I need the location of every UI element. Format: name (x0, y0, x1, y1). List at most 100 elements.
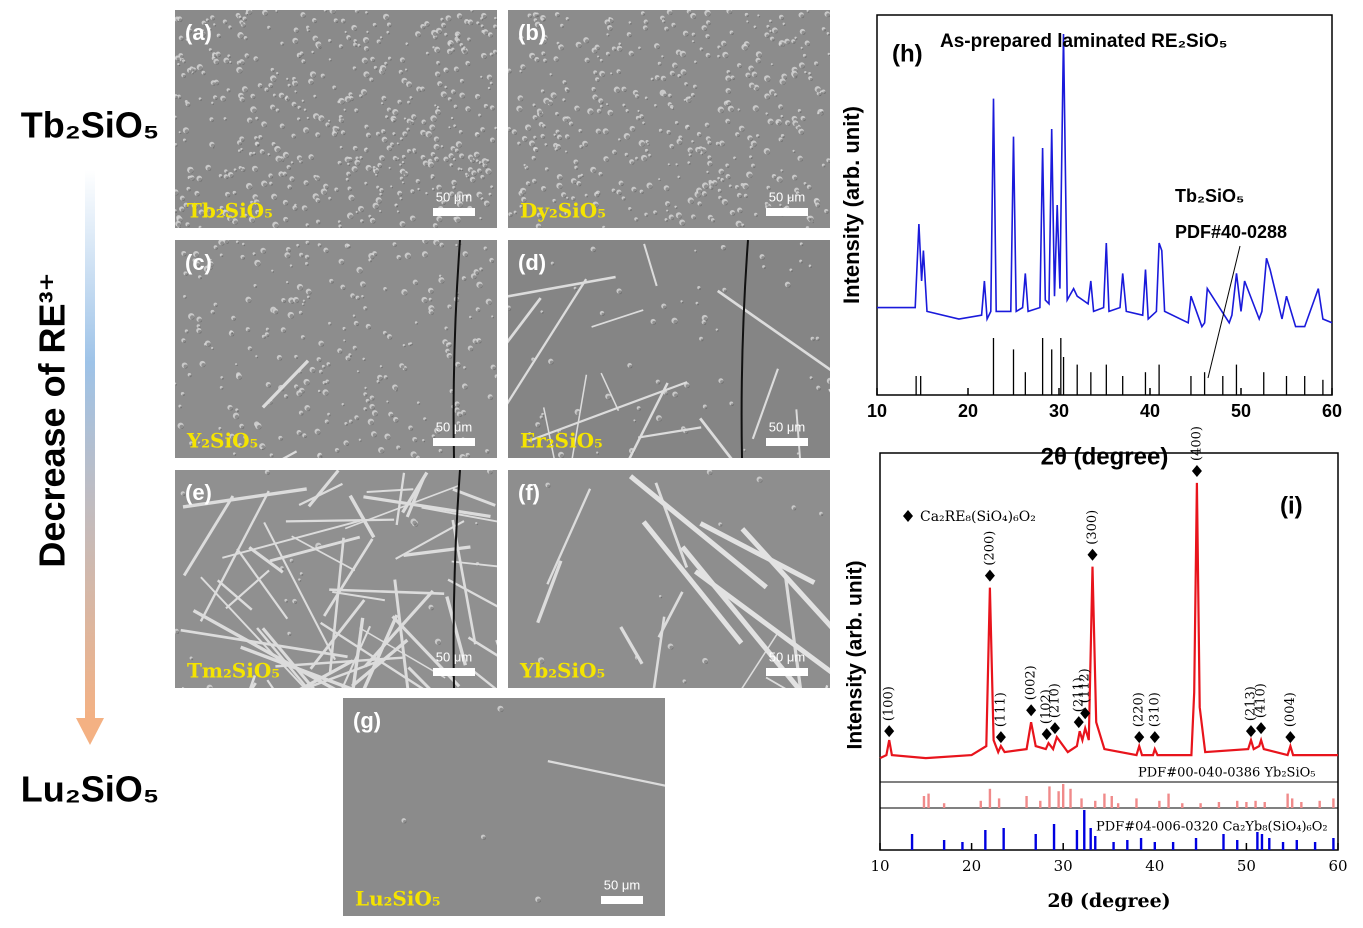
particle-shadow (200, 98, 202, 101)
particle-shadow (404, 133, 408, 137)
particle-shadow (269, 175, 274, 179)
particle-shadow (604, 130, 609, 135)
particle-shadow (457, 143, 462, 148)
particle-shadow (202, 72, 206, 76)
particle-shadow (202, 32, 206, 37)
particle-shadow (575, 161, 579, 165)
arrow-head (76, 718, 104, 745)
needle (716, 289, 830, 372)
particle-shadow (441, 19, 444, 22)
particle-shadow (707, 35, 710, 39)
particle-shadow (211, 17, 215, 21)
particle-shadow (421, 25, 426, 30)
particle-shadow (363, 59, 368, 64)
particle-shadow (320, 342, 325, 347)
particle-shadow (490, 259, 495, 263)
particle-shadow (213, 54, 217, 57)
particle-shadow (538, 214, 542, 218)
particle-shadow (183, 61, 186, 64)
particle-shadow (745, 195, 748, 198)
particle-shadow (406, 69, 408, 72)
particle-shadow (281, 567, 285, 571)
particle (596, 55, 600, 58)
particle-shadow (381, 366, 383, 369)
particle-shadow (305, 380, 310, 386)
needle (192, 609, 336, 688)
particle-shadow (355, 417, 360, 421)
particle-shadow (609, 19, 614, 24)
particle-shadow (430, 311, 434, 315)
particle-shadow (618, 191, 622, 196)
particle-shadow (189, 374, 192, 378)
particle-shadow (403, 182, 405, 185)
material-label: Tm₂SiO₅ (187, 659, 280, 683)
particle-shadow (712, 219, 715, 223)
particle-shadow (413, 150, 417, 153)
particle-shadow (780, 44, 783, 47)
particle-shadow (361, 220, 364, 224)
particle-shadow (371, 58, 376, 62)
particle-shadow (198, 177, 203, 182)
particle-shadow (487, 160, 490, 164)
particle-shadow (372, 433, 377, 438)
particle-shadow (355, 110, 359, 113)
particle-shadow (495, 128, 497, 131)
crack (740, 240, 749, 458)
particle-shadow (229, 173, 234, 178)
particle-shadow (398, 159, 400, 161)
particle-shadow (325, 249, 329, 254)
particle-shadow (794, 122, 799, 127)
needle (225, 569, 270, 610)
particle-shadow (221, 207, 224, 211)
particle-shadow (339, 221, 342, 224)
particle-shadow (245, 37, 248, 41)
particle-shadow (482, 14, 487, 19)
particle-shadow (429, 289, 434, 294)
particle-shadow (597, 130, 602, 135)
particle-shadow (662, 56, 665, 59)
particle-shadow (781, 116, 784, 119)
particle-shadow (212, 311, 215, 315)
particle-shadow (326, 381, 330, 384)
sem-background (175, 240, 497, 458)
x-tick-label: 40 (1145, 857, 1164, 875)
needle (447, 578, 497, 608)
particle-shadow (606, 21, 610, 26)
particle-shadow (436, 73, 441, 77)
particle-shadow (436, 640, 442, 645)
particle-shadow (732, 77, 735, 80)
particle-shadow (538, 110, 543, 114)
particle-shadow (750, 156, 753, 160)
particle-shadow (224, 240, 229, 245)
scale-bar (433, 438, 475, 446)
peak-label: (004) (1283, 692, 1298, 727)
particle-shadow (537, 898, 541, 903)
needle (263, 521, 336, 661)
particle-shadow (644, 27, 648, 31)
particle-shadow (243, 244, 246, 247)
particle-shadow (319, 454, 323, 458)
particle-shadow (314, 176, 318, 179)
particle (404, 68, 408, 71)
particle-shadow (379, 164, 383, 168)
particle (396, 210, 399, 213)
scale-label: 50 μm (769, 189, 805, 204)
particle-shadow (411, 217, 416, 222)
particle-shadow (487, 170, 492, 175)
particle-shadow (293, 600, 298, 604)
particle (390, 185, 393, 188)
particle-shadow (533, 157, 536, 161)
particle-shadow (598, 110, 602, 114)
particle (769, 29, 772, 33)
particle-shadow (387, 32, 390, 35)
particle-shadow (809, 73, 812, 76)
particle-shadow (485, 202, 490, 207)
particle-shadow (657, 381, 661, 385)
peak-marker (995, 731, 1006, 744)
sem-background (175, 10, 497, 228)
particle-shadow (695, 62, 698, 64)
particle-shadow (638, 111, 641, 113)
particle-shadow (719, 108, 724, 114)
particle-shadow (433, 435, 436, 439)
particle-shadow (668, 11, 673, 16)
